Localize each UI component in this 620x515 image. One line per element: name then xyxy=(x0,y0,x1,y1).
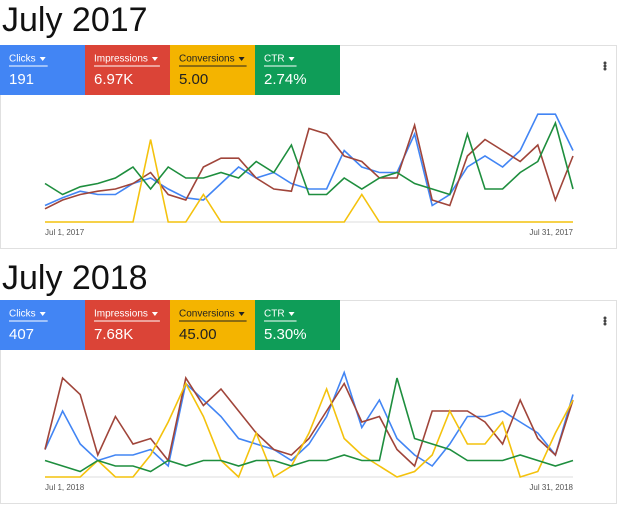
metric-value: 7.68K xyxy=(94,326,133,343)
menu-dot[interactable] xyxy=(603,322,607,326)
series-line xyxy=(45,139,573,223)
dropdown-arrow xyxy=(288,312,295,316)
series-line xyxy=(45,381,574,479)
menu-dot[interactable] xyxy=(603,319,607,323)
metric-label: Impressions xyxy=(94,309,148,320)
dropdown-arrow xyxy=(238,312,245,316)
metric-value: 407 xyxy=(9,326,34,343)
metric-label: CTR xyxy=(264,309,285,320)
section-title: July 2017 xyxy=(2,1,148,39)
metric-tile[interactable] xyxy=(255,45,340,95)
menu-dot[interactable] xyxy=(603,67,607,71)
metric-label: CTR xyxy=(264,54,285,65)
metric-tile[interactable] xyxy=(0,45,85,95)
dropdown-arrow xyxy=(39,57,46,61)
series-line xyxy=(44,120,574,196)
x-tick-label: Jul 1, 2017 xyxy=(45,228,85,237)
metric-value: 191 xyxy=(9,71,34,88)
metric-tile[interactable] xyxy=(85,45,170,95)
dropdown-arrow xyxy=(288,57,295,61)
metric-value: 2.74% xyxy=(264,71,307,88)
metric-tile[interactable] xyxy=(85,300,170,350)
metric-label: Conversions xyxy=(179,54,235,65)
menu-dot[interactable] xyxy=(603,316,607,320)
metric-label: Impressions xyxy=(94,54,148,65)
menu-dot[interactable] xyxy=(603,61,607,65)
metric-value: 5.00 xyxy=(179,71,208,88)
metric-value: 5.30% xyxy=(264,326,307,343)
x-tick-label: Jul 31, 2017 xyxy=(529,228,573,237)
metric-tile[interactable] xyxy=(0,300,85,350)
series-line xyxy=(44,122,574,210)
metric-label: Clicks xyxy=(9,54,36,65)
dropdown-arrow xyxy=(151,57,158,61)
metric-tile[interactable] xyxy=(170,45,255,95)
menu-dot[interactable] xyxy=(603,64,607,68)
dropdown-arrow xyxy=(39,312,46,316)
metric-tile[interactable] xyxy=(170,300,255,350)
x-tick-label: Jul 1, 2018 xyxy=(45,483,85,492)
section-title: July 2018 xyxy=(2,259,148,297)
metric-value: 6.97K xyxy=(94,71,133,88)
metric-label: Conversions xyxy=(179,309,235,320)
series-line xyxy=(44,370,574,468)
series-line xyxy=(44,377,574,473)
metric-label: Clicks xyxy=(9,309,36,320)
dropdown-arrow xyxy=(151,312,158,316)
series-line xyxy=(44,375,574,468)
metric-value: 45.00 xyxy=(179,326,217,343)
x-tick-label: Jul 31, 2018 xyxy=(529,483,573,492)
metric-tile[interactable] xyxy=(255,300,340,350)
dropdown-arrow xyxy=(238,57,245,61)
